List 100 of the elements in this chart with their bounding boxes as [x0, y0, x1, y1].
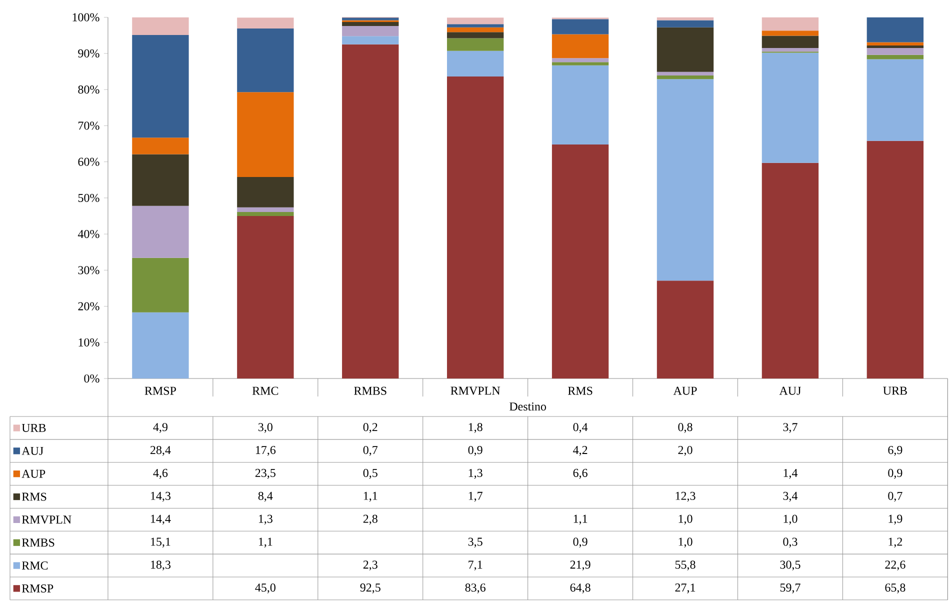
legend-label: RMBS — [22, 538, 54, 547]
bar — [656, 76, 714, 80]
bar — [866, 55, 924, 60]
bar — [552, 34, 609, 58]
data-label: 1,1 — [364, 492, 378, 502]
data-label: 4,9 — [153, 423, 168, 434]
bar — [342, 18, 399, 20]
data-label: 2,3 — [363, 560, 378, 571]
data-label: 17,6 — [256, 446, 276, 456]
bar — [237, 216, 294, 379]
y-tick-label: 10% — [78, 338, 100, 347]
data-label: 0,9 — [468, 446, 482, 456]
data-label: 12,3 — [676, 492, 696, 502]
data-label: 3,0 — [258, 423, 272, 434]
bar — [237, 212, 294, 216]
bar — [237, 18, 294, 29]
data-label: 0,9 — [573, 538, 588, 548]
y-tick-label: 0% — [84, 374, 100, 383]
x-tick-label: RMSP — [144, 386, 176, 396]
data-label: 2,8 — [363, 514, 378, 525]
data-label: 1,4 — [784, 469, 798, 479]
bar — [342, 44, 399, 379]
data-label: 3,4 — [783, 492, 798, 502]
data-label: 23,5 — [255, 469, 276, 479]
bar — [446, 28, 504, 32]
x-tick-label: RMS — [568, 386, 592, 396]
data-label: 1,1 — [258, 538, 272, 548]
data-label: 83,6 — [465, 584, 486, 594]
bar — [132, 312, 189, 379]
bar — [866, 42, 924, 46]
y-tick-label: 20% — [78, 302, 100, 311]
data-label: 6,6 — [573, 469, 588, 479]
y-tick-label: 30% — [78, 266, 100, 274]
bar — [552, 19, 609, 34]
data-label: 1,8 — [468, 423, 482, 434]
bar — [132, 154, 189, 206]
data-label: 3,7 — [783, 423, 798, 434]
bar — [656, 79, 714, 281]
bar — [132, 18, 189, 36]
y-tick-label: 100% — [72, 13, 100, 22]
bar — [132, 206, 189, 258]
data-label: 55,8 — [675, 560, 696, 571]
data-label: 0,2 — [363, 423, 378, 434]
bar — [866, 48, 924, 56]
bar — [342, 36, 399, 45]
bar — [656, 280, 714, 379]
bar — [762, 52, 819, 164]
y-tick-label: 50% — [78, 194, 100, 202]
data-label: 0,8 — [678, 423, 692, 434]
bar — [656, 28, 714, 72]
data-label: 30,5 — [780, 560, 800, 571]
data-label: 0,5 — [363, 469, 378, 479]
data-label: 65,8 — [885, 584, 906, 594]
x-tick-label: URB — [883, 386, 907, 395]
bar — [866, 18, 924, 42]
bar — [762, 48, 819, 52]
data-label: 1,3 — [468, 469, 482, 479]
bar — [762, 30, 819, 36]
data-label: 0,3 — [783, 538, 798, 548]
data-label: 1,0 — [678, 538, 692, 548]
bar — [446, 38, 504, 52]
bar — [762, 36, 819, 48]
bar — [446, 76, 504, 379]
legend-label: URB — [22, 424, 46, 432]
y-tick-label: 70% — [78, 122, 100, 130]
data-label: 21,9 — [570, 560, 590, 571]
data-label: 92,5 — [360, 584, 380, 594]
bar — [342, 22, 399, 26]
data-label: 14,4 — [151, 514, 171, 525]
bar — [237, 177, 294, 208]
data-label: 3,5 — [468, 538, 482, 548]
x-tick-label: AUP — [673, 386, 697, 396]
data-label: 1,2 — [888, 538, 902, 548]
bar — [237, 208, 294, 212]
data-label: 8,4 — [258, 492, 273, 502]
bar — [866, 59, 924, 142]
data-label: 0,7 — [363, 446, 378, 456]
data-label: 1,0 — [678, 514, 692, 525]
bar — [132, 138, 189, 154]
data-label: 64,8 — [570, 584, 590, 594]
y-tick-label: 90% — [78, 50, 100, 58]
bar — [866, 141, 924, 379]
bar — [446, 51, 504, 77]
y-tick-label: 40% — [78, 230, 100, 238]
data-label: 1,0 — [784, 514, 798, 525]
legend-label: RMVPLN — [22, 516, 72, 524]
bar — [656, 72, 714, 76]
y-tick-label: 60% — [78, 158, 100, 166]
bar — [866, 46, 924, 48]
bar — [132, 35, 189, 138]
bar — [552, 58, 609, 62]
bar — [552, 66, 609, 145]
data-label: 1,7 — [468, 492, 482, 502]
bar — [762, 163, 819, 379]
bar — [552, 62, 609, 66]
legend-label: RMSP — [22, 584, 54, 593]
bar — [552, 144, 609, 379]
bar — [446, 32, 504, 38]
data-label: 6,9 — [888, 446, 902, 456]
bar — [656, 20, 714, 28]
